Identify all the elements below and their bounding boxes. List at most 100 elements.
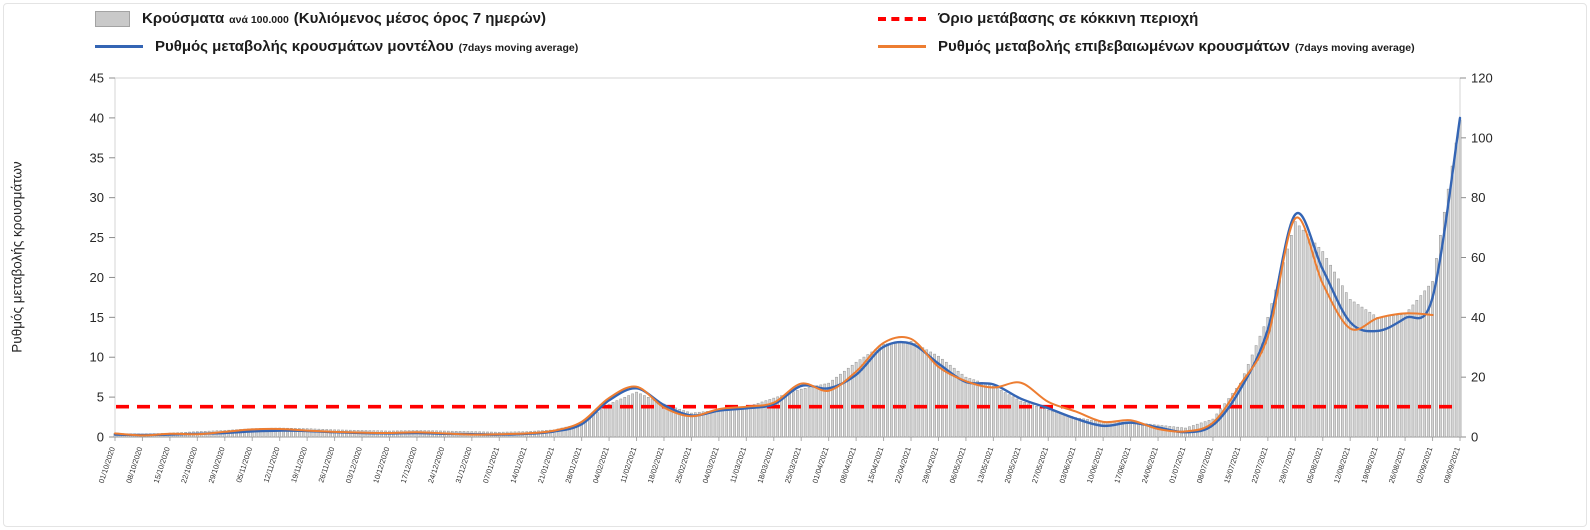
x-axis-tick-label: 19/11/2020 — [289, 446, 309, 484]
bar — [1003, 392, 1007, 438]
bar — [1148, 423, 1152, 438]
bar — [748, 405, 752, 438]
bar — [1384, 316, 1387, 438]
bar — [1325, 258, 1329, 438]
bar — [603, 406, 607, 438]
left-axis-tick-label: 45 — [90, 71, 104, 86]
bar — [1329, 264, 1332, 438]
bar — [1039, 407, 1042, 438]
bar — [1388, 315, 1391, 438]
left-axis-tick-label: 25 — [90, 230, 104, 245]
bar — [1262, 326, 1266, 438]
x-axis-tick-label: 24/12/2020 — [426, 446, 446, 484]
bar — [764, 400, 768, 438]
x-axis-tick-label: 31/12/2020 — [454, 446, 474, 484]
bar — [635, 391, 638, 438]
x-axis-tick-label: 28/01/2021 — [563, 446, 583, 484]
legend-label-model: Ρυθμός μεταβολής κρουσμάτων μοντέλου (7d… — [155, 38, 578, 55]
left-axis-tick-label: 35 — [90, 150, 104, 165]
x-axis-tick-label: 22/10/2020 — [179, 446, 199, 484]
legend-model-text: Ρυθμός μεταβολής κρουσμάτων μοντέλου — [155, 38, 454, 55]
x-axis-tick-label: 27/05/2021 — [1030, 446, 1050, 484]
bar — [1446, 188, 1450, 438]
bar — [1015, 398, 1019, 438]
bar — [693, 412, 697, 438]
bar — [1242, 373, 1246, 438]
bar — [1227, 398, 1230, 438]
x-axis-tick-label: 04/02/2021 — [591, 446, 611, 484]
x-axis-tick-label: 29/07/2021 — [1277, 446, 1297, 484]
x-axis-tick-label: 22/04/2021 — [893, 446, 913, 484]
bar — [654, 400, 658, 438]
x-axis-tick-label: 02/09/2021 — [1414, 446, 1434, 484]
bar — [619, 398, 623, 438]
bar — [1058, 413, 1062, 438]
bar — [905, 341, 909, 438]
bar — [1411, 304, 1415, 438]
bar — [592, 414, 595, 438]
x-axis-tick-label: 06/05/2021 — [948, 446, 968, 484]
bar — [1376, 317, 1380, 438]
bar — [1403, 314, 1407, 438]
bar — [1270, 303, 1274, 438]
x-axis-tick-label: 26/08/2021 — [1387, 446, 1407, 484]
left-axis-tick-label: 40 — [90, 110, 104, 125]
bar — [682, 410, 685, 438]
bar — [1082, 418, 1085, 438]
x-axis-tick-label: 17/12/2020 — [399, 446, 419, 484]
bar — [878, 346, 882, 438]
bar — [1137, 422, 1140, 438]
bar — [678, 408, 682, 438]
x-axis-tick-label: 09/09/2021 — [1442, 446, 1462, 484]
bar — [819, 384, 823, 438]
bar — [1274, 289, 1278, 438]
bar — [658, 402, 662, 438]
bar — [886, 343, 889, 438]
right-axis-tick-label: 120 — [1471, 71, 1493, 86]
right-axis-tick-label: 0 — [1471, 430, 1478, 445]
legend-threshold-text: Όριο μετάβασης σε κόκκινη περιοχή — [938, 10, 1199, 27]
x-axis-tick-label: 25/02/2021 — [673, 446, 693, 484]
bar — [1364, 309, 1368, 438]
x-axis-tick-label: 05/08/2021 — [1304, 446, 1324, 484]
bar — [944, 361, 948, 438]
legend-label-threshold: Όριο μετάβασης σε κόκκινη περιοχή — [938, 10, 1198, 27]
x-axis-tick-label: 01/04/2021 — [810, 446, 830, 484]
bar — [768, 399, 772, 438]
bar — [1070, 416, 1074, 438]
bar — [784, 394, 787, 438]
bar — [1254, 345, 1258, 438]
bar — [611, 402, 615, 438]
bar — [882, 344, 885, 438]
x-axis-tick-label: 12/11/2020 — [262, 446, 282, 484]
x-axis-tick-label: 01/07/2021 — [1167, 446, 1187, 484]
bar — [976, 380, 980, 438]
legend-item-cases-bars: Κρούσματα ανά 100.000 (Κυλιόμενος μέσος … — [95, 10, 546, 27]
bar — [1046, 409, 1050, 438]
bar — [709, 410, 713, 438]
bar — [1278, 276, 1281, 438]
bar — [607, 403, 611, 438]
x-axis-tick-label: 21/01/2021 — [536, 446, 556, 484]
x-axis-tick-label: 18/03/2021 — [756, 446, 776, 484]
bar — [705, 411, 709, 438]
x-axis-tick-label: 12/08/2021 — [1332, 446, 1352, 484]
bar — [623, 397, 627, 438]
bar — [890, 343, 893, 438]
bar — [952, 367, 956, 438]
x-axis-tick-label: 03/12/2020 — [344, 446, 364, 484]
bar — [929, 351, 932, 438]
bar — [588, 417, 591, 438]
x-axis-tick-label: 08/04/2021 — [838, 446, 858, 484]
bar — [897, 342, 901, 438]
bar — [1427, 285, 1430, 438]
confirmed-line — [114, 216, 1434, 437]
bar — [760, 401, 764, 438]
bar — [1309, 238, 1313, 438]
left-axis-tick-label: 30 — [90, 190, 104, 205]
left-axis-tick-label: 20 — [90, 270, 104, 285]
bar — [874, 349, 878, 438]
bar — [686, 411, 689, 438]
bar — [1419, 295, 1423, 438]
bar — [1231, 393, 1234, 438]
